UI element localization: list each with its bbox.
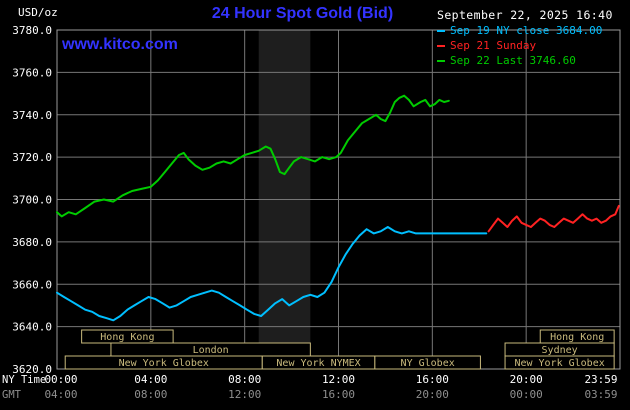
x-tick-label: 20:00	[416, 388, 449, 401]
legend-label: Sep 22 Last 3746.60	[450, 54, 576, 67]
legend-item-sep21: Sep 21 Sunday	[437, 38, 602, 53]
session-label: London	[193, 345, 229, 356]
x-tick-label: 16:00	[322, 388, 355, 401]
session-label: Hong Kong	[100, 332, 154, 343]
axis-row-name: NY Time	[2, 374, 46, 386]
chart-title: 24 Hour Spot Gold (Bid)	[211, 5, 394, 22]
session-box	[504, 355, 615, 370]
line-marker-icon	[437, 29, 445, 32]
x-tick-label: 00:00	[510, 388, 543, 401]
y-tick-label: 3660.0	[12, 278, 52, 291]
session-label: Hong Kong	[550, 332, 604, 343]
x-tick-label: 12:00	[228, 388, 261, 401]
y-tick-label: 3720.0	[12, 151, 52, 164]
x-tick-label: 04:00	[44, 388, 77, 401]
session-label: NY Globex	[401, 358, 455, 369]
session-label: New York Globex	[119, 358, 209, 369]
x-tick-label: 08:00	[134, 388, 167, 401]
series-line-sep19-ny-close	[56, 226, 488, 322]
x-tick-label: 23:59	[584, 373, 617, 386]
legend-item-sep22: Sep 22 Last 3746.60	[437, 53, 602, 68]
legend-item-sep19: Sep 19 NY close 3684.00	[437, 23, 602, 38]
x-tick-label: 04:00	[134, 373, 167, 386]
axis-row-name: GMT	[2, 389, 22, 401]
session-box	[374, 355, 481, 370]
y-tick-label: 3640.0	[12, 321, 52, 334]
session-label: New York Globex	[514, 358, 604, 369]
chart-datetime: September 22, 2025 16:40	[437, 8, 613, 22]
series-line-sep22-last	[56, 94, 450, 218]
unit-label: USD/oz	[18, 6, 58, 19]
line-marker-icon	[437, 59, 445, 62]
session-label: New York NYMEX	[276, 358, 360, 369]
series-line-sep21-sunday	[487, 204, 620, 233]
x-tick-label: 12:00	[322, 373, 355, 386]
line-marker-icon	[437, 44, 445, 47]
y-tick-label: 3760.0	[12, 66, 52, 79]
legend: Sep 19 NY close 3684.00 Sep 21 Sunday Se…	[437, 23, 602, 68]
x-tick-label: 20:00	[510, 373, 543, 386]
x-tick-label: 16:00	[416, 373, 449, 386]
x-tick-label: 03:59	[584, 388, 617, 401]
legend-label: Sep 19 NY close 3684.00	[450, 24, 603, 37]
kitco-watermark-link[interactable]: www.kitco.com	[62, 36, 178, 53]
y-tick-label: 3780.0	[12, 24, 52, 37]
legend-label: Sep 21 Sunday	[450, 39, 537, 52]
y-tick-label: 3680.0	[12, 236, 52, 249]
session-label: Sydney	[542, 345, 578, 356]
x-tick-label: 00:00	[44, 373, 77, 386]
x-tick-label: 08:00	[228, 373, 261, 386]
y-tick-label: 3740.0	[12, 109, 52, 122]
y-tick-label: 3620.0	[12, 363, 52, 376]
y-tick-label: 3700.0	[12, 194, 52, 207]
